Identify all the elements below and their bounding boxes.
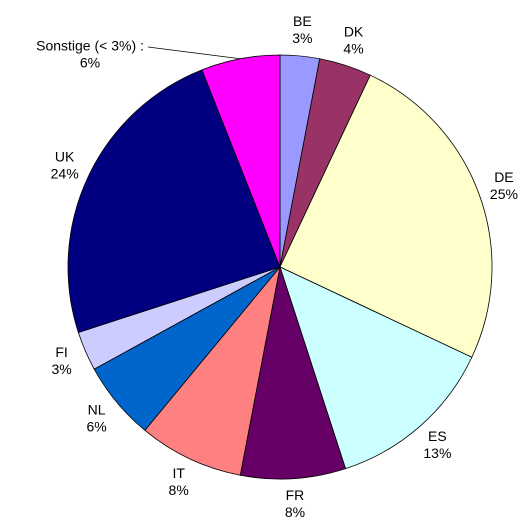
slice-label: ES <box>428 428 447 444</box>
slice-label: NL <box>88 401 106 417</box>
slice-label: FI <box>55 344 67 360</box>
slice-value-label: 6% <box>80 55 100 71</box>
pie-slice <box>239 266 347 480</box>
slice-value-label: 8% <box>285 504 305 520</box>
slice-label: IT <box>172 465 185 481</box>
slice-label: DK <box>344 23 364 39</box>
slice-label: BE <box>293 13 312 29</box>
pie-slice <box>144 266 281 476</box>
pie-slice <box>279 74 493 358</box>
slice-value-label: 13% <box>423 445 451 461</box>
pie-slice <box>279 266 473 470</box>
slice-value-label: 25% <box>490 186 518 202</box>
leader-line <box>147 46 241 60</box>
slice-label: FR <box>286 487 305 503</box>
slice-value-label: 24% <box>51 165 79 181</box>
slice-value-label: 8% <box>169 482 189 498</box>
slice-label: Sonstige (< 3%) : <box>36 38 144 54</box>
slice-value-label: 4% <box>343 40 363 56</box>
slice-label: UK <box>55 148 75 164</box>
slice-label: DE <box>494 169 513 185</box>
slice-value-label: 3% <box>51 361 71 377</box>
pie-slice <box>67 69 281 334</box>
slice-value-label: 3% <box>292 30 312 46</box>
pie-slice <box>201 54 281 268</box>
slice-value-label: 6% <box>87 418 107 434</box>
